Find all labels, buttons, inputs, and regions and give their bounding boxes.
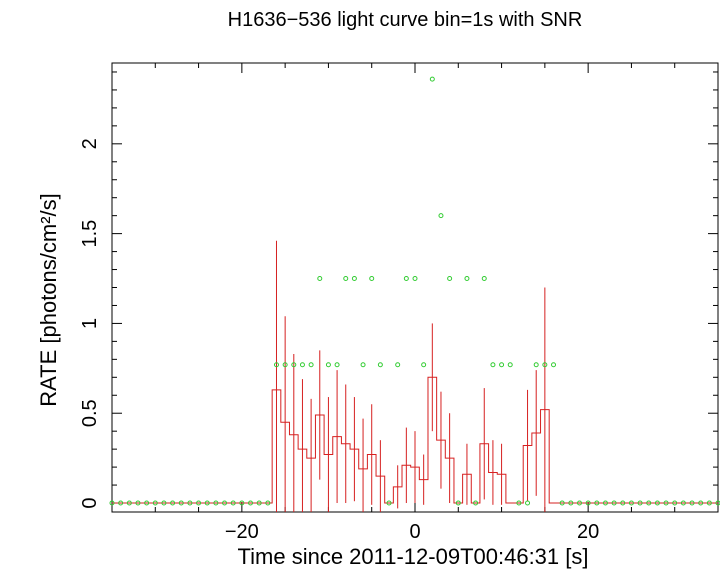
snr-point [412, 276, 418, 282]
chart-title: H1636−536 light curve bin=1s with SNR [228, 9, 583, 31]
snr-point [706, 500, 712, 506]
snr-point [144, 500, 150, 506]
snr-point [256, 500, 262, 506]
snr-point [178, 500, 184, 506]
snr-point [559, 500, 565, 506]
snr-point [282, 362, 288, 368]
x-tick-label: −20 [225, 521, 259, 543]
snr-point [377, 362, 383, 368]
snr-point [654, 500, 660, 506]
snr-point [187, 500, 193, 506]
snr-point [299, 362, 305, 368]
snr-point [135, 500, 141, 506]
y-tick-label: 0.5 [79, 399, 101, 427]
snr-point [152, 500, 158, 506]
snr-point [403, 276, 409, 282]
snr-point [672, 500, 678, 506]
y-tick-label: 1.5 [79, 220, 101, 248]
snr-point [230, 500, 236, 506]
snr-point [568, 500, 574, 506]
snr-point [395, 362, 401, 368]
snr-point [637, 500, 643, 506]
snr-point [438, 213, 444, 219]
snr-point [334, 362, 340, 368]
snr-point [360, 362, 366, 368]
snr-point [447, 276, 453, 282]
y-tick-label: 2 [79, 138, 101, 149]
x-tick-label: 20 [577, 521, 599, 543]
snr-point [118, 500, 124, 506]
y-axis-label: RATE [photons/cm²/s] [36, 193, 61, 407]
snr-point [308, 362, 314, 368]
axis-tick-labels: −20 0 20 0 0.5 1 1.5 2 [79, 138, 599, 543]
snr-point [204, 500, 210, 506]
snr-point [646, 500, 652, 506]
axis-ticks [111, 63, 719, 512]
snr-point [663, 500, 669, 506]
snr-point [516, 500, 522, 506]
snr-point [576, 500, 582, 506]
snr-point [161, 500, 167, 506]
snr-point [325, 362, 331, 368]
y-tick-label: 1 [79, 318, 101, 329]
snr-point [369, 276, 375, 282]
snr-point [248, 500, 254, 506]
snr-point [265, 500, 271, 506]
snr-point [602, 500, 608, 506]
snr-point [698, 500, 704, 506]
snr-point [689, 500, 695, 506]
snr-point [628, 500, 634, 506]
snr-point [464, 276, 470, 282]
snr-point [351, 276, 357, 282]
snr-point [481, 276, 487, 282]
snr-point [109, 500, 115, 506]
rate-step-line [112, 376, 718, 504]
snr-point [291, 362, 297, 368]
snr-point [507, 362, 513, 368]
snr-point [386, 500, 392, 506]
snr-point [239, 500, 245, 506]
snr-point [213, 500, 219, 506]
snr-point [126, 500, 132, 506]
snr-point [222, 500, 228, 506]
snr-point [421, 362, 427, 368]
snr-point [455, 500, 461, 506]
snr-point [611, 500, 617, 506]
snr-point [585, 500, 591, 506]
x-axis-label: Time since 2011-12-09T00:46:31 [s] [238, 544, 589, 569]
x-tick-label: 0 [409, 521, 420, 543]
snr-point-series [109, 76, 720, 506]
snr-point [490, 362, 496, 368]
snr-point [680, 500, 686, 506]
snr-point [525, 500, 531, 506]
snr-point [170, 500, 176, 506]
snr-point [343, 276, 349, 282]
snr-point [499, 362, 505, 368]
snr-point [533, 362, 539, 368]
snr-point [429, 76, 435, 82]
snr-point [551, 362, 557, 368]
snr-point [473, 500, 479, 506]
snr-point [196, 500, 202, 506]
snr-point [620, 500, 626, 506]
y-tick-label: 0 [79, 497, 101, 508]
snr-point [715, 500, 720, 506]
snr-point [594, 500, 600, 506]
snr-point [542, 362, 548, 368]
snr-point [317, 276, 323, 282]
rate-step-series [112, 240, 718, 512]
snr-point [273, 362, 279, 368]
